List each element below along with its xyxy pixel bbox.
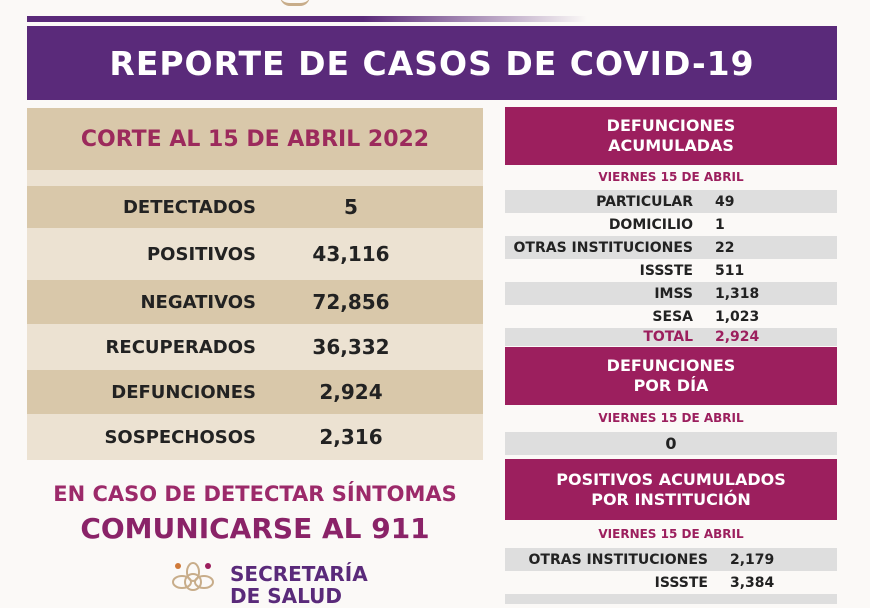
row-label: DETECTADOS xyxy=(122,196,256,218)
row-value: 511 xyxy=(715,262,745,279)
table-row: NEGATIVOS 72,856 xyxy=(27,280,483,324)
cutoff-date-header: CORTE AL 15 DE ABRIL 2022 xyxy=(27,108,483,170)
row-label: OTRAS INSTITUCIONES xyxy=(513,239,693,256)
section-header: DEFUNCIONES POR DÍA xyxy=(505,347,837,405)
row-label: DEFUNCIONES xyxy=(111,381,256,403)
table-row: SESA 1,023 xyxy=(505,305,837,328)
row-value: 72,856 xyxy=(312,290,390,314)
table-row: ISSSTE 3,384 xyxy=(505,571,837,594)
defunciones-acumuladas-panel: DEFUNCIONES ACUMULADAS VIERNES 15 DE ABRI… xyxy=(505,107,837,346)
date-label: VIERNES 15 DE ABRIL xyxy=(598,170,744,184)
date-label: VIERNES 15 DE ABRIL xyxy=(598,527,744,541)
section-header: DEFUNCIONES ACUMULADAS xyxy=(505,107,837,165)
row-value: 2,179 xyxy=(730,551,775,568)
table-row: PARTICULAR 49 xyxy=(505,190,837,213)
flower-logo-icon xyxy=(172,562,214,591)
section-header: POSITIVOS ACUMULADOS POR INSTITUCIÓN xyxy=(505,459,837,520)
header-line: POR INSTITUCIÓN xyxy=(591,489,751,509)
row-value: 36,332 xyxy=(312,335,390,359)
decorative-line xyxy=(27,16,587,22)
row-label: IMSS xyxy=(654,285,693,302)
row-value: 22 xyxy=(715,239,735,256)
defunciones-dia-panel: DEFUNCIONES POR DÍA VIERNES 15 DE ABRIL 0 xyxy=(505,347,837,455)
row-label: SESA xyxy=(652,308,693,325)
table-row: ISSSTE 511 xyxy=(505,259,837,282)
row-value: 5 xyxy=(344,195,358,219)
header-line: DEFUNCIONES xyxy=(606,356,736,375)
table-row: DOMICILIO 1 xyxy=(505,213,837,236)
table-row: OTRAS INSTITUCIONES 22 xyxy=(505,236,837,259)
row-label: OTRAS INSTITUCIONES xyxy=(528,551,708,568)
daily-deaths-value: 0 xyxy=(505,432,837,455)
row-value: 43,116 xyxy=(312,242,390,266)
header-line: POSITIVOS ACUMULADOS xyxy=(556,469,786,489)
row-value: 2,924 xyxy=(319,380,383,404)
row-value: 1,318 xyxy=(715,285,760,302)
row-value: 1 xyxy=(715,216,725,233)
crest-logo xyxy=(280,0,310,6)
header-line: ACUMULADAS xyxy=(608,136,734,155)
table-row: DETECTADOS 5 xyxy=(27,186,483,228)
row-value: 2,924 xyxy=(715,329,760,345)
table-row-partial xyxy=(505,594,837,604)
header-line: POR DÍA xyxy=(633,376,709,395)
row-label: SOSPECHOSOS xyxy=(104,426,256,448)
total-row: TOTAL 2,924 xyxy=(505,328,837,346)
divider xyxy=(27,170,483,186)
positivos-institucion-panel: POSITIVOS ACUMULADOS POR INSTITUCIÓN VIER… xyxy=(505,459,837,604)
table-row: SOSPECHOSOS 2,316 xyxy=(27,414,483,460)
row-label: POSITIVOS xyxy=(146,243,256,265)
row-label: ISSSTE xyxy=(654,574,708,591)
table-row: RECUPERADOS 36,332 xyxy=(27,324,483,370)
row-label: RECUPERADOS xyxy=(105,336,256,358)
row-label: PARTICULAR xyxy=(596,193,693,210)
row-value: 1,023 xyxy=(715,308,760,325)
row-label: ISSSTE xyxy=(639,262,693,279)
brand-line: SECRETARÍA xyxy=(230,562,368,586)
row-value: 3,384 xyxy=(730,574,775,591)
call-911-message: COMUNICARSE AL 911 xyxy=(80,512,430,545)
row-label: DOMICILIO xyxy=(608,216,693,233)
table-row: OTRAS INSTITUCIONES 2,179 xyxy=(505,548,837,571)
date-label: VIERNES 15 DE ABRIL xyxy=(598,411,744,425)
secretaria-salud-logo: SECRETARÍA DE SALUD xyxy=(230,563,368,607)
summary-table: CORTE AL 15 DE ABRIL 2022 DETECTADOS 5 PO… xyxy=(27,108,483,460)
row-label: TOTAL xyxy=(643,329,693,345)
row-value: 49 xyxy=(715,193,735,210)
brand-line: DE SALUD xyxy=(230,584,342,608)
row-label: NEGATIVOS xyxy=(140,291,256,313)
table-row: IMSS 1,318 xyxy=(505,282,837,305)
row-value: 2,316 xyxy=(319,425,383,449)
page-title: REPORTE DE CASOS DE COVID-19 xyxy=(27,26,837,100)
header-line: DEFUNCIONES xyxy=(606,116,736,135)
table-row: POSITIVOS 43,116 xyxy=(27,228,483,280)
symptoms-message: EN CASO DE DETECTAR SÍNTOMAS xyxy=(53,482,457,506)
table-row: DEFUNCIONES 2,924 xyxy=(27,370,483,414)
